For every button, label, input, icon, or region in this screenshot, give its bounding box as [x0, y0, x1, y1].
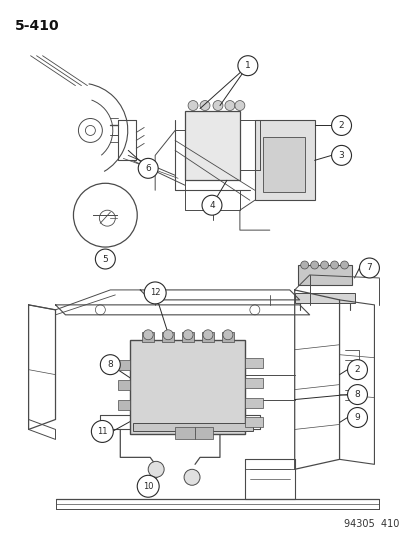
Text: 8: 8	[354, 390, 359, 399]
Text: 94305  410: 94305 410	[343, 519, 399, 529]
FancyBboxPatch shape	[294, 293, 354, 303]
Text: 9: 9	[354, 413, 359, 422]
Circle shape	[183, 330, 192, 340]
Text: 3: 3	[338, 151, 344, 160]
Circle shape	[184, 470, 199, 485]
Circle shape	[199, 101, 209, 110]
Circle shape	[224, 101, 234, 110]
Circle shape	[138, 158, 158, 179]
FancyBboxPatch shape	[254, 120, 314, 200]
Text: 12: 12	[150, 288, 160, 297]
Circle shape	[95, 249, 115, 269]
FancyBboxPatch shape	[195, 427, 212, 439]
Circle shape	[347, 385, 367, 405]
Circle shape	[212, 101, 223, 110]
Circle shape	[144, 282, 166, 304]
FancyBboxPatch shape	[297, 265, 351, 285]
Text: 5: 5	[102, 255, 108, 263]
Circle shape	[73, 183, 137, 247]
Circle shape	[320, 261, 328, 269]
FancyBboxPatch shape	[244, 398, 262, 408]
Text: 10: 10	[142, 482, 153, 491]
Circle shape	[234, 101, 244, 110]
Text: 5-410: 5-410	[14, 19, 59, 33]
Circle shape	[310, 261, 318, 269]
FancyBboxPatch shape	[118, 400, 130, 409]
Text: 7: 7	[366, 263, 371, 272]
FancyBboxPatch shape	[202, 332, 214, 342]
FancyBboxPatch shape	[118, 360, 130, 370]
FancyBboxPatch shape	[133, 424, 252, 431]
Circle shape	[91, 421, 113, 442]
FancyBboxPatch shape	[118, 379, 130, 390]
Circle shape	[143, 330, 153, 340]
Circle shape	[188, 101, 197, 110]
Circle shape	[202, 330, 212, 340]
Text: 4: 4	[209, 201, 214, 209]
Circle shape	[237, 56, 257, 76]
FancyBboxPatch shape	[221, 332, 233, 342]
FancyBboxPatch shape	[185, 110, 239, 180]
Circle shape	[202, 195, 221, 215]
Circle shape	[358, 258, 378, 278]
Circle shape	[100, 354, 120, 375]
FancyBboxPatch shape	[262, 138, 304, 192]
Circle shape	[148, 462, 164, 477]
FancyBboxPatch shape	[175, 427, 195, 439]
Circle shape	[163, 330, 173, 340]
Circle shape	[223, 330, 233, 340]
FancyBboxPatch shape	[130, 340, 244, 434]
Circle shape	[347, 408, 367, 427]
Text: 11: 11	[97, 427, 107, 436]
FancyBboxPatch shape	[244, 358, 262, 368]
Circle shape	[331, 116, 351, 135]
Text: 1: 1	[244, 61, 250, 70]
Circle shape	[330, 261, 338, 269]
Text: 6: 6	[145, 164, 151, 173]
Circle shape	[347, 360, 367, 379]
Circle shape	[340, 261, 348, 269]
Circle shape	[300, 261, 308, 269]
Circle shape	[331, 146, 351, 165]
Text: 2: 2	[354, 365, 359, 374]
Text: 2: 2	[338, 121, 344, 130]
FancyBboxPatch shape	[244, 417, 262, 427]
Text: 8: 8	[107, 360, 113, 369]
FancyBboxPatch shape	[162, 332, 174, 342]
Circle shape	[137, 475, 159, 497]
FancyBboxPatch shape	[142, 332, 154, 342]
FancyBboxPatch shape	[244, 377, 262, 387]
FancyBboxPatch shape	[182, 332, 194, 342]
